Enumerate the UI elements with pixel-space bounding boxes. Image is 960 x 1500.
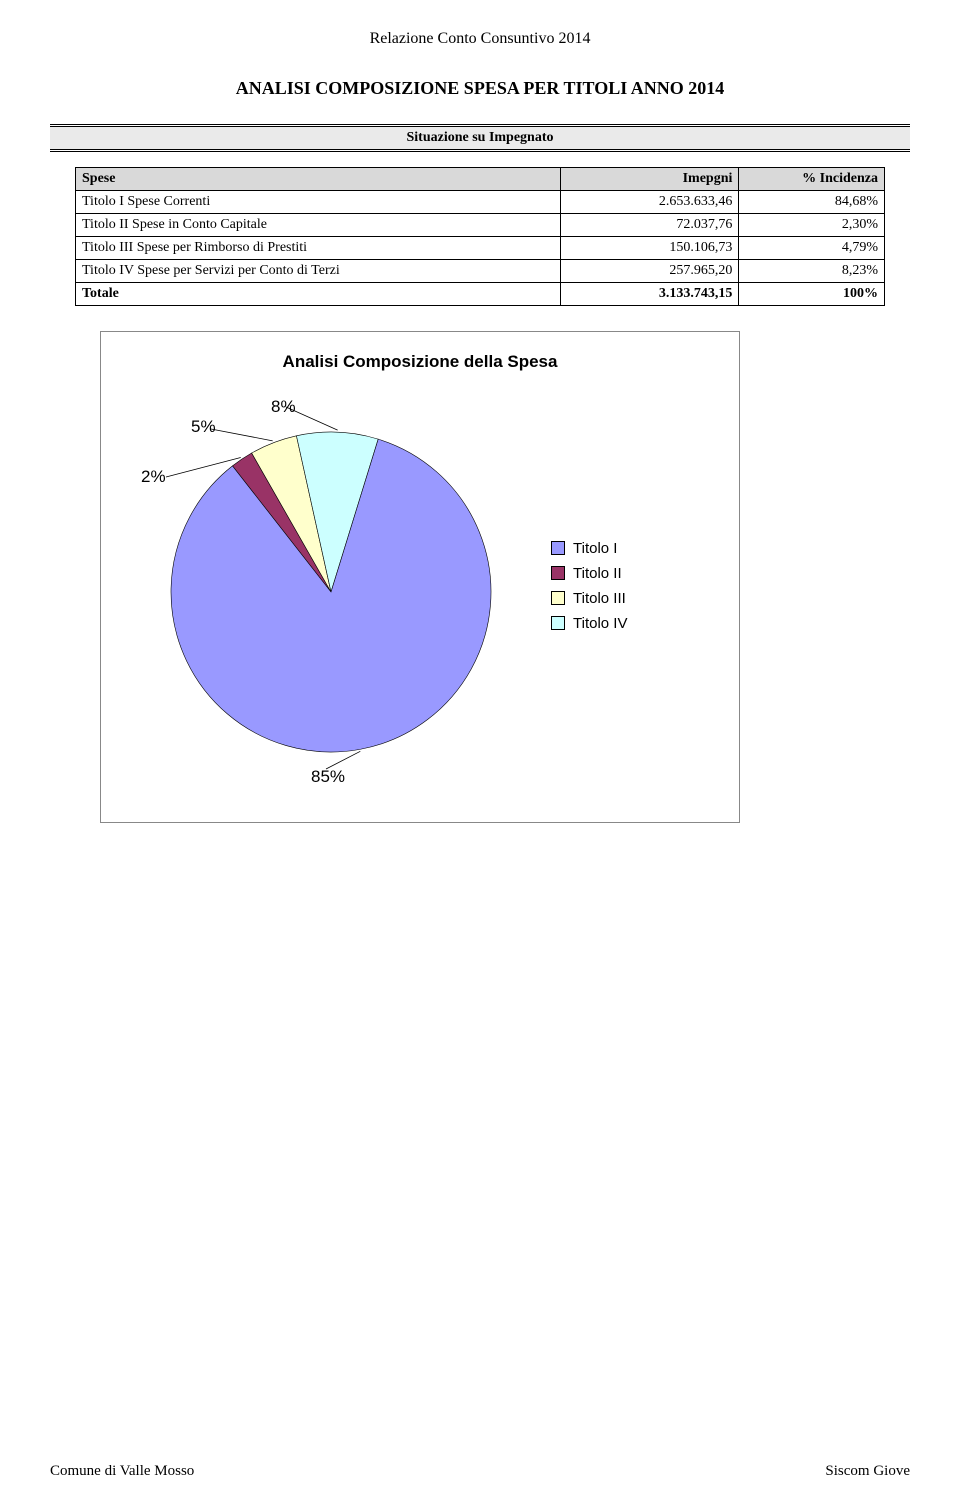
col-incidenza: % Incidenza [739, 168, 885, 191]
cell-imp: 2.653.633,46 [561, 191, 739, 214]
spesa-table: Spese Imepgni % Incidenza Titolo I Spese… [75, 167, 885, 306]
footer-left: Comune di Valle Mosso [50, 1463, 194, 1480]
data-table-wrapper: Spese Imepgni % Incidenza Titolo I Spese… [75, 167, 885, 306]
cell-pct-total: 100% [739, 283, 885, 306]
pct-label-8: 8% [271, 397, 296, 417]
pie-chart-svg [121, 377, 541, 797]
cell-pct: 4,79% [739, 237, 885, 260]
page-footer: Comune di Valle Mosso Siscom Giove [50, 1463, 910, 1480]
doc-header: Relazione Conto Consuntivo 2014 [50, 30, 910, 48]
legend-item: Titolo I [551, 540, 627, 557]
cell-imp: 150.106,73 [561, 237, 739, 260]
cell-name: Titolo I Spese Correnti [76, 191, 561, 214]
table-row: Titolo I Spese Correnti2.653.633,4684,68… [76, 191, 885, 214]
chart-container: Analisi Composizione della Spesa 8% 5% 2… [100, 331, 740, 823]
table-row-total: Totale3.133.743,15100% [76, 283, 885, 306]
cell-name-total: Totale [76, 283, 561, 306]
legend-item: Titolo II [551, 565, 627, 582]
col-imepgni: Imepgni [561, 168, 739, 191]
legend-label: Titolo I [573, 540, 617, 557]
footer-right: Siscom Giove [825, 1463, 910, 1480]
legend-swatch [551, 591, 565, 605]
cell-name: Titolo IV Spese per Servizi per Conto di… [76, 260, 561, 283]
cell-imp-total: 3.133.743,15 [561, 283, 739, 306]
legend-item: Titolo III [551, 590, 627, 607]
pie-block: 8% 5% 2% 85% [121, 377, 541, 802]
legend-item: Titolo IV [551, 615, 627, 632]
legend-label: Titolo IV [573, 615, 627, 632]
cell-pct: 8,23% [739, 260, 885, 283]
legend-label: Titolo III [573, 590, 626, 607]
pct-label-85: 85% [311, 767, 345, 787]
col-spese: Spese [76, 168, 561, 191]
table-row: Titolo II Spese in Conto Capitale72.037,… [76, 214, 885, 237]
cell-pct: 84,68% [739, 191, 885, 214]
cell-imp: 257.965,20 [561, 260, 739, 283]
cell-name: Titolo III Spese per Rimborso di Prestit… [76, 237, 561, 260]
subtitle-band: Situazione su Impegnato [50, 124, 910, 152]
legend-swatch [551, 541, 565, 555]
legend-swatch [551, 566, 565, 580]
legend-swatch [551, 616, 565, 630]
legend-label: Titolo II [573, 565, 622, 582]
page-title: ANALISI COMPOSIZIONE SPESA PER TITOLI AN… [50, 78, 910, 99]
cell-pct: 2,30% [739, 214, 885, 237]
cell-imp: 72.037,76 [561, 214, 739, 237]
pct-label-5: 5% [191, 417, 216, 437]
table-row: Titolo III Spese per Rimborso di Prestit… [76, 237, 885, 260]
chart-title: Analisi Composizione della Spesa [121, 352, 719, 372]
leader-line [211, 429, 273, 441]
table-row: Titolo IV Spese per Servizi per Conto di… [76, 260, 885, 283]
pct-label-2: 2% [141, 467, 166, 487]
cell-name: Titolo II Spese in Conto Capitale [76, 214, 561, 237]
chart-legend: Titolo I Titolo II Titolo III Titolo IV [551, 540, 627, 640]
subtitle-text: Situazione su Impegnato [50, 126, 910, 150]
